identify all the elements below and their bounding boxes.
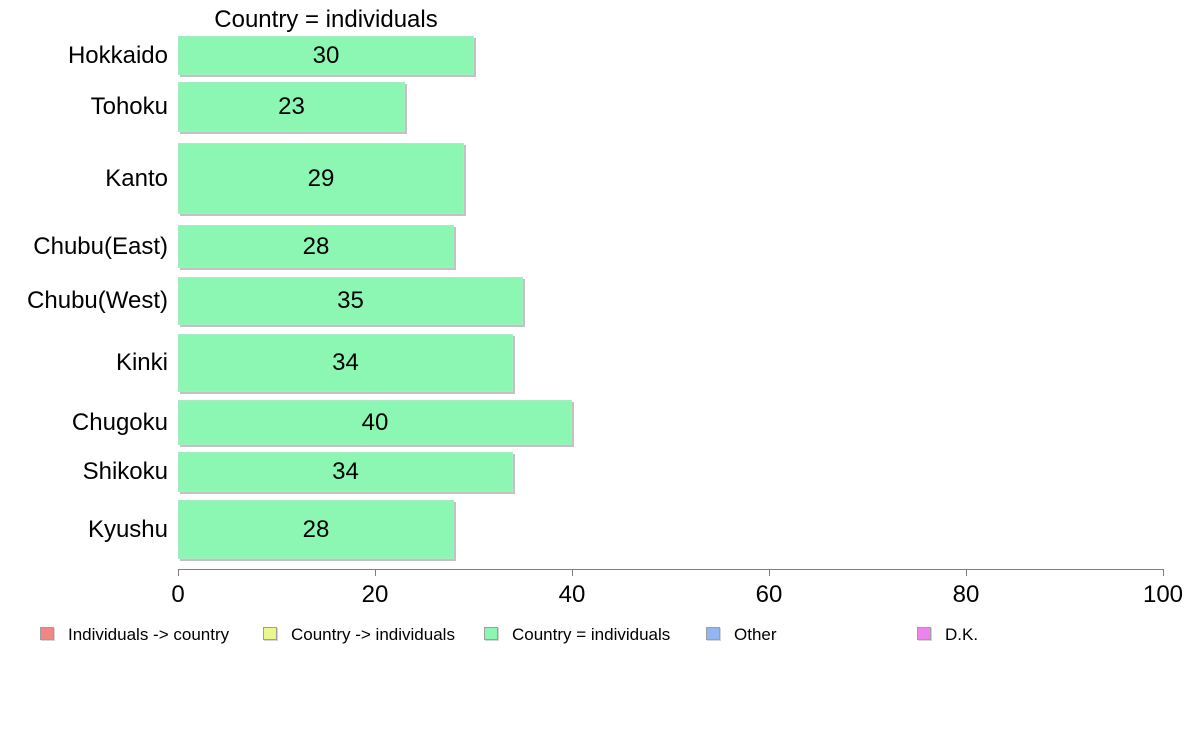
legend-swatch (40, 627, 54, 640)
legend-label: Country -> individuals (291, 625, 455, 644)
bar-value-label: 28 (302, 232, 330, 260)
category-label: Chubu(West) (27, 287, 168, 314)
bar: 35 (178, 277, 523, 325)
bar: 34 (178, 452, 513, 492)
legend-swatch (263, 627, 277, 640)
x-axis-tick (966, 569, 967, 576)
bar: 23 (178, 82, 405, 132)
legend-label: Country = individuals (512, 625, 671, 644)
category-label: Chubu(East) (33, 232, 168, 260)
x-axis-tick-label: 20 (361, 581, 389, 608)
category-label: Hokkaido (67, 41, 168, 69)
bar: 34 (178, 334, 513, 392)
bar-value-label: 23 (278, 93, 305, 120)
x-axis-tick (572, 569, 573, 576)
chart-title: Country = individuals (214, 6, 438, 33)
bar-value-label: 34 (332, 349, 359, 376)
x-axis-tick-label: 80 (952, 581, 980, 608)
category-label: Tohoku (90, 93, 168, 120)
bar: 29 (178, 143, 464, 214)
legend-label: D.K. (945, 625, 979, 644)
legend-label: Individuals -> country (68, 625, 230, 644)
x-axis-tick (375, 569, 376, 576)
legend-swatch (706, 627, 720, 640)
category-label: Kinki (115, 349, 168, 376)
bar-value-label: 28 (302, 515, 330, 543)
bar: 30 (178, 36, 474, 75)
x-axis-line (178, 569, 1163, 570)
bar-value-label: 30 (312, 41, 340, 69)
x-axis-tick-label: 100 (1142, 581, 1184, 608)
x-axis-tick (769, 569, 770, 576)
bar: 28 (178, 500, 454, 559)
category-label: Kyushu (87, 515, 168, 543)
legend-label: Other (734, 625, 777, 644)
bar: 28 (178, 225, 454, 268)
category-label: Chugoku (71, 408, 168, 436)
x-axis-tick-label: 0 (171, 581, 185, 608)
x-axis-tick-label: 40 (558, 581, 586, 608)
category-label: Shikoku (82, 458, 168, 485)
bar-value-label: 34 (332, 458, 359, 485)
bar-value-label: 29 (307, 164, 335, 192)
x-axis-tick (1163, 569, 1164, 576)
category-label: Kanto (105, 164, 168, 192)
legend-swatch (917, 627, 931, 640)
x-axis-tick-label: 60 (755, 581, 783, 608)
bar: 40 (178, 400, 572, 445)
bar-value-label: 40 (361, 408, 389, 436)
bar-value-label: 35 (337, 287, 364, 314)
x-axis-tick (178, 569, 179, 576)
legend-swatch (484, 627, 498, 640)
